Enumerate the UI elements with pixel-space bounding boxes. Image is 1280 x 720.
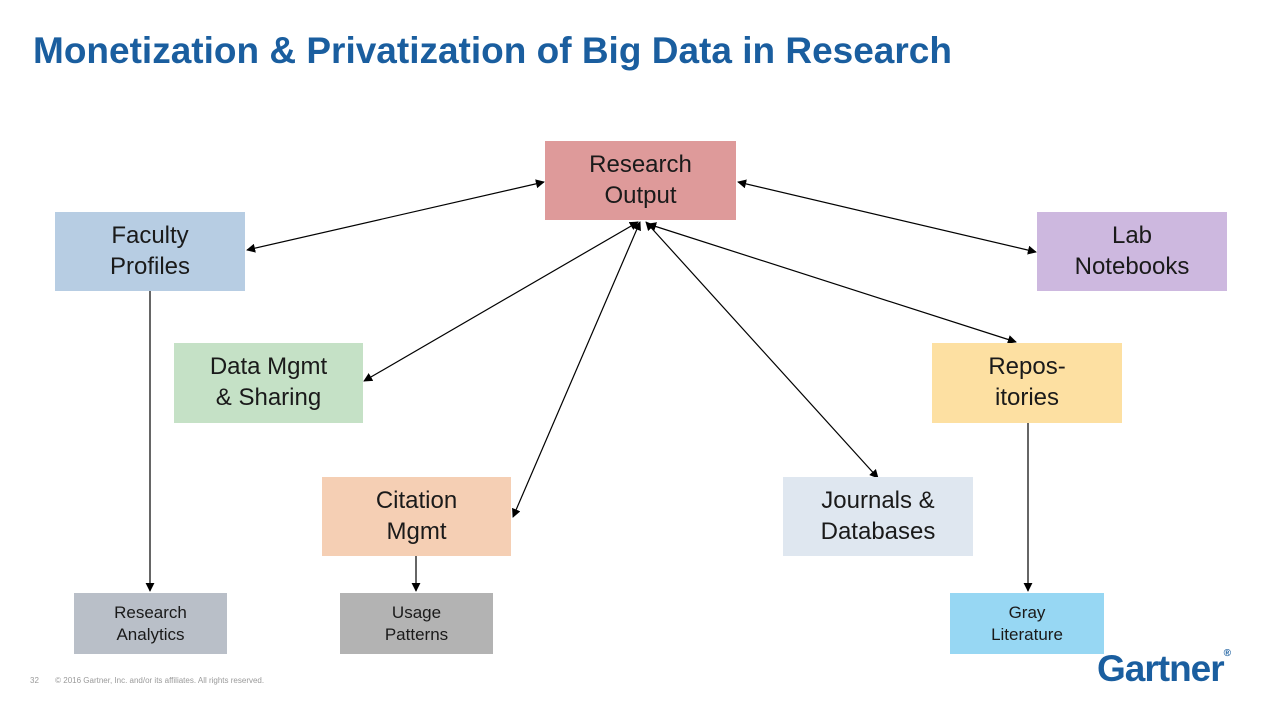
node-journals-databases: Journals & Databases: [783, 477, 973, 556]
arrow-output-lab: [737, 179, 1037, 255]
node-faculty-profiles: Faculty Profiles: [55, 212, 245, 291]
node-gray-literature: Gray Literature: [950, 593, 1104, 654]
arrow-output-citation: [512, 221, 641, 518]
arrow-output-datamgmt: [363, 221, 639, 382]
footer: 32 © 2016 Gartner, Inc. and/or its affil…: [30, 676, 278, 685]
node-lab-notebooks: Lab Notebooks: [1037, 212, 1227, 291]
node-research-analytics: Research Analytics: [74, 593, 227, 654]
node-citation-mgmt: Citation Mgmt: [322, 477, 511, 556]
arrow-faculty-output: [246, 179, 545, 253]
node-data-mgmt-sharing: Data Mgmt & Sharing: [174, 343, 363, 423]
node-repositories: Repos-itories: [932, 343, 1122, 423]
node-research-output: Research Output: [545, 141, 736, 220]
page-title: Monetization & Privatization of Big Data…: [33, 30, 952, 71]
gartner-logo: Gartner®: [1097, 648, 1232, 689]
node-usage-patterns: Usage Patterns: [340, 593, 493, 654]
copyright-notice: © 2016 Gartner, Inc. and/or its affiliat…: [55, 676, 265, 685]
page-number: 32: [30, 676, 39, 685]
arrow-output-repositories: [647, 222, 1017, 344]
